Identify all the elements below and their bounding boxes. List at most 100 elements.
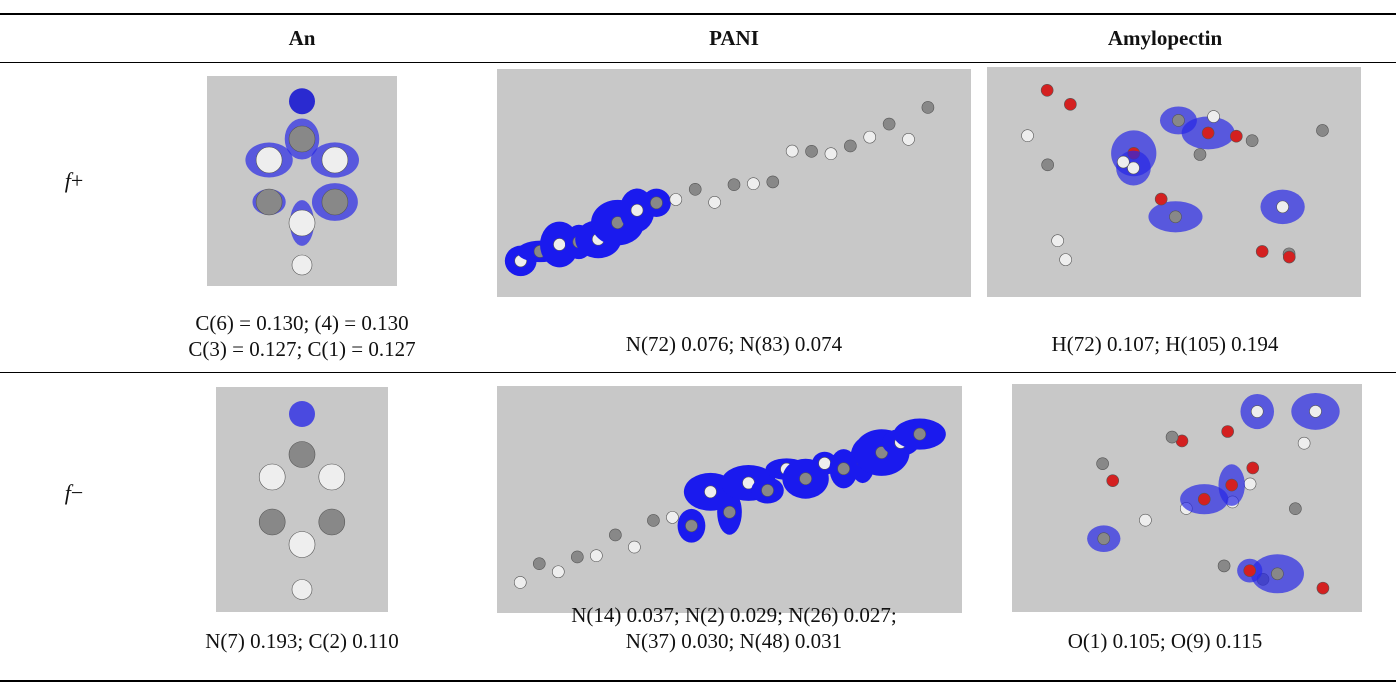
cell-caption: C(6) = 0.130; (4) = 0.130 C(3) = 0.127; C… bbox=[92, 310, 512, 362]
atom bbox=[1139, 513, 1152, 527]
atom bbox=[1225, 478, 1238, 492]
molecule-image bbox=[497, 69, 971, 297]
row-label: f− bbox=[34, 480, 114, 506]
column-header: PANI bbox=[709, 26, 759, 50]
atom bbox=[318, 463, 346, 491]
atom bbox=[258, 508, 286, 536]
atom bbox=[1309, 405, 1322, 418]
atom bbox=[1207, 110, 1220, 123]
atom bbox=[1221, 425, 1234, 438]
atom bbox=[882, 117, 896, 131]
atom bbox=[1106, 474, 1120, 487]
atom bbox=[902, 133, 915, 146]
atom bbox=[1243, 564, 1257, 577]
molecule-image bbox=[207, 76, 397, 286]
atom bbox=[258, 463, 286, 491]
cell-caption: N(7) 0.193; C(2) 0.110 bbox=[92, 628, 512, 654]
atom bbox=[288, 209, 316, 237]
atom bbox=[1316, 124, 1329, 137]
header-rule bbox=[0, 62, 1396, 63]
atom bbox=[1217, 559, 1231, 573]
atom bbox=[1282, 250, 1296, 264]
caption-line: C(3) = 0.127; C(1) = 0.127 bbox=[188, 337, 416, 361]
atom bbox=[685, 519, 698, 533]
molecule-image bbox=[497, 386, 962, 613]
caption-line: O(1) 0.105; O(9) 0.115 bbox=[1067, 629, 1263, 653]
caption-line: H(72) 0.107; H(105) 0.194 bbox=[1051, 332, 1279, 356]
atom bbox=[1250, 405, 1264, 418]
atom bbox=[647, 514, 660, 527]
caption-line: N(14) 0.037; N(2) 0.029; N(26) 0.027; bbox=[571, 603, 897, 627]
atom bbox=[1165, 430, 1179, 444]
atom bbox=[723, 505, 736, 519]
cell-caption: H(72) 0.107; H(105) 0.194 bbox=[955, 331, 1375, 357]
atom bbox=[1021, 129, 1034, 142]
atom bbox=[288, 125, 316, 153]
atom bbox=[590, 549, 603, 562]
atom bbox=[785, 144, 799, 158]
caption-line: N(37) 0.030; N(48) 0.031 bbox=[625, 629, 843, 653]
row-sign: + bbox=[70, 168, 84, 193]
atom bbox=[1276, 200, 1289, 214]
atom bbox=[321, 146, 349, 174]
atom bbox=[824, 147, 838, 161]
top-rule bbox=[0, 13, 1396, 15]
atom bbox=[1064, 98, 1077, 111]
atom bbox=[1097, 532, 1111, 545]
atom bbox=[289, 88, 315, 115]
row-sign: − bbox=[70, 480, 84, 505]
atom bbox=[913, 427, 927, 441]
column-header: An bbox=[288, 26, 316, 50]
atom bbox=[1154, 192, 1168, 206]
cell-caption: N(14) 0.037; N(2) 0.029; N(26) 0.027; N(3… bbox=[524, 602, 944, 654]
atom bbox=[844, 139, 857, 153]
atom bbox=[704, 485, 717, 499]
atom bbox=[1297, 436, 1311, 450]
atom bbox=[666, 511, 679, 524]
atom bbox=[669, 193, 683, 206]
molecule-image bbox=[216, 387, 388, 612]
atom bbox=[1169, 210, 1182, 224]
atom bbox=[1316, 581, 1330, 595]
atom bbox=[1040, 83, 1054, 97]
atom bbox=[1230, 129, 1243, 143]
atom bbox=[1041, 158, 1054, 172]
atom bbox=[291, 254, 313, 276]
bottom-rule bbox=[0, 680, 1396, 682]
atom bbox=[513, 576, 527, 589]
atom bbox=[747, 177, 760, 190]
atom bbox=[1243, 477, 1257, 491]
atom bbox=[921, 101, 935, 114]
atom bbox=[551, 565, 565, 579]
atom bbox=[863, 130, 877, 144]
atom bbox=[1271, 567, 1284, 581]
atom bbox=[609, 528, 622, 542]
cell-caption: O(1) 0.105; O(9) 0.115 bbox=[955, 628, 1375, 654]
atom bbox=[532, 557, 546, 570]
atom bbox=[291, 579, 313, 600]
atom bbox=[289, 401, 315, 427]
atom bbox=[1201, 126, 1215, 140]
atom bbox=[628, 540, 641, 554]
caption-line: C(6) = 0.130; (4) = 0.130 bbox=[195, 311, 409, 335]
row-rule bbox=[0, 372, 1396, 373]
atom bbox=[1245, 134, 1259, 147]
atom bbox=[630, 203, 644, 217]
column-header: Amylopectin bbox=[1107, 26, 1223, 50]
atom bbox=[288, 441, 316, 468]
molecule-image bbox=[1012, 384, 1362, 612]
caption-line: N(7) 0.193; C(2) 0.110 bbox=[205, 629, 399, 653]
atom bbox=[255, 188, 283, 216]
atom bbox=[571, 550, 584, 564]
atom bbox=[1051, 234, 1064, 248]
atom bbox=[1246, 461, 1260, 475]
atom bbox=[1289, 502, 1302, 516]
caption-line: N(72) 0.076; N(83) 0.074 bbox=[625, 332, 843, 356]
atom bbox=[553, 238, 566, 251]
atom bbox=[1193, 148, 1207, 161]
atom bbox=[818, 457, 831, 470]
atom bbox=[688, 182, 702, 196]
atom bbox=[766, 175, 780, 189]
molecule-image bbox=[987, 67, 1361, 297]
